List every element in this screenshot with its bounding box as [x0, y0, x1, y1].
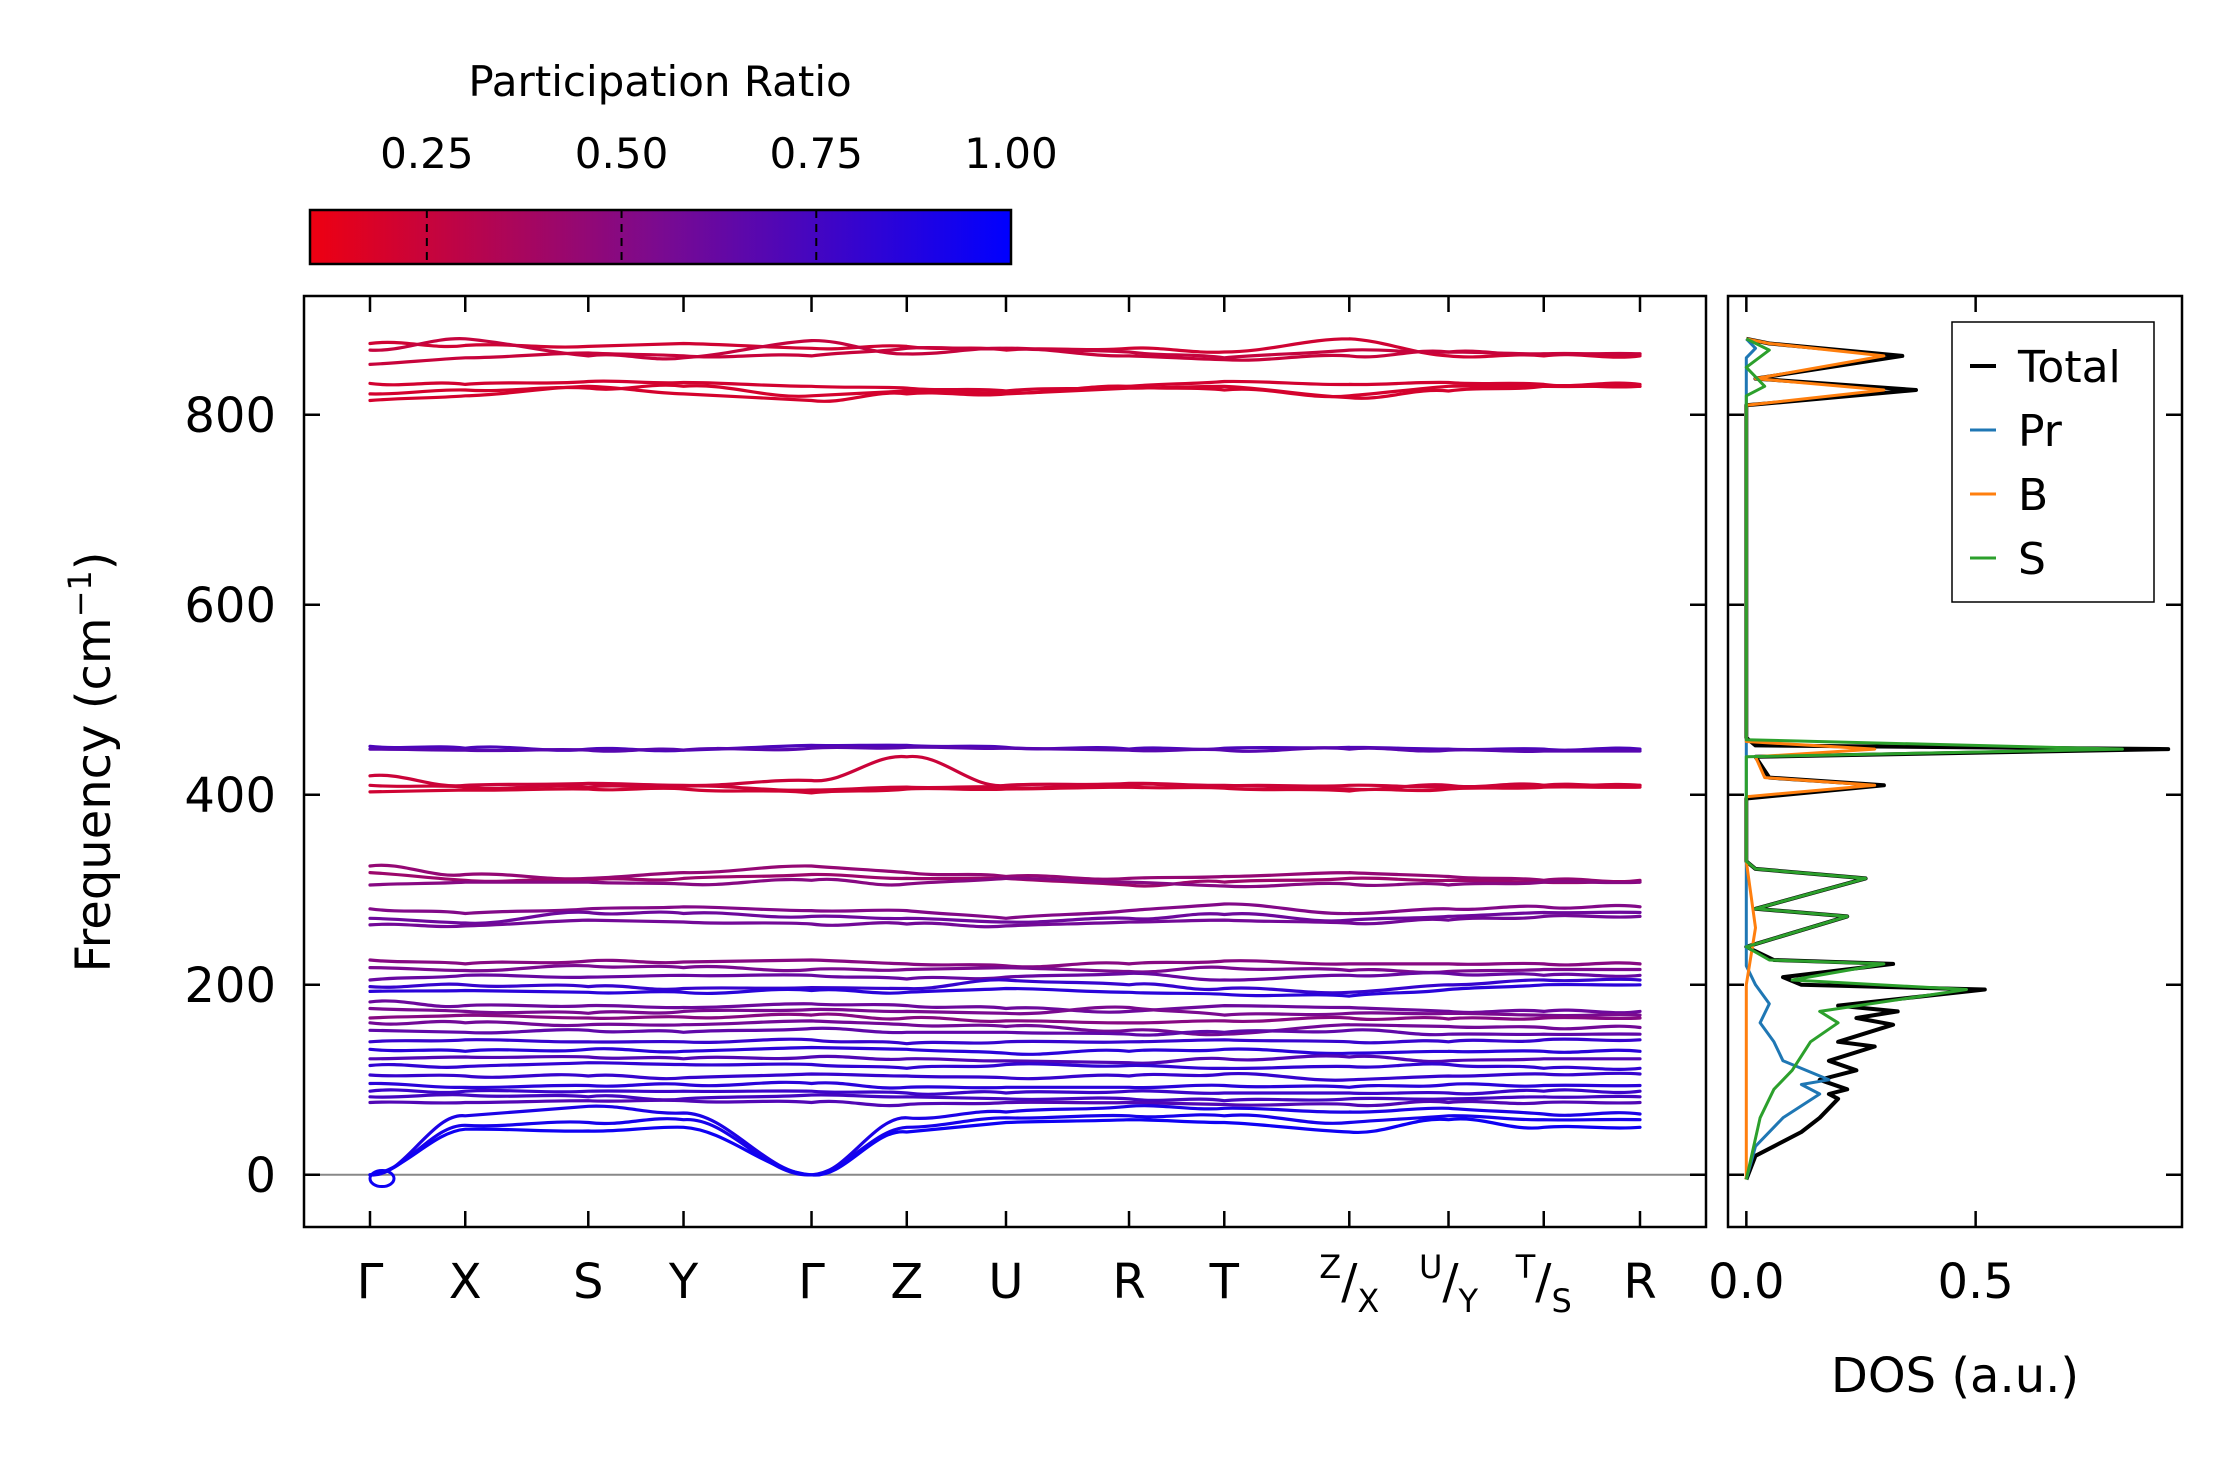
- band-line: [368, 1113, 1642, 1177]
- band-line: [368, 379, 1642, 393]
- k-point-label: R: [1112, 1254, 1145, 1310]
- band-line: [368, 1061, 1642, 1071]
- band-line: [368, 383, 1642, 399]
- colorbar-tick-label: 1.00: [964, 129, 1058, 178]
- band-line: [368, 1037, 1642, 1046]
- k-point-label: Z: [890, 1254, 923, 1310]
- band-line: [368, 958, 1642, 969]
- k-point-label: Z/X: [1319, 1248, 1379, 1320]
- band-line: [368, 782, 1642, 792]
- band-y-tick-label: 400: [184, 768, 276, 824]
- dos-plot-border: [1726, 294, 2184, 1229]
- band-line: [368, 876, 1642, 889]
- band-line: [368, 345, 1642, 366]
- band-structure-panel: 0 200 400 600 800 Γ X S Y Γ Z U R T Z/X U/Y T/S R Freque…: [61, 294, 1708, 1320]
- dos-series-b: [1744, 337, 1886, 1180]
- band-line: [368, 863, 1642, 884]
- band-plot-frame: [304, 296, 1706, 1227]
- colorbar-tick-label: 0.75: [770, 129, 864, 178]
- legend-label-pr: Pr: [2018, 406, 2063, 457]
- band-line: [368, 785, 1642, 795]
- dos-x-tick-label: 0.0: [1708, 1254, 1784, 1310]
- band-line: [368, 745, 1642, 754]
- band-line: [368, 1026, 1642, 1037]
- band-line: [368, 1088, 1642, 1096]
- band-line: [368, 1080, 1642, 1090]
- band-line: [368, 1098, 1642, 1108]
- band-line: [368, 1117, 1642, 1177]
- band-line: [368, 977, 1642, 995]
- band-line: [368, 910, 1642, 925]
- colorbar-ticks: 0.25 0.50 0.75 1.00: [380, 129, 1058, 264]
- band-y-tick-label: 200: [184, 958, 276, 1014]
- band-line: [368, 1054, 1642, 1065]
- dos-x-ticks: 0.0 0.5: [1708, 296, 2014, 1310]
- band-k-path-ticks: Γ X S Y Γ Z U R T Z/X U/Y T/S R: [357, 296, 1657, 1320]
- band-y-ticks: 0 200 400 600 800: [184, 388, 1706, 1204]
- band-y-tick-label: 800: [184, 388, 276, 444]
- band-line: [368, 383, 1642, 403]
- band-line: [368, 337, 1642, 361]
- dos-y-ticks: [1728, 413, 2182, 1176]
- band-line: [368, 971, 1642, 982]
- acoustic-loop: [368, 1169, 396, 1189]
- colorbar: Participation Ratio 0.25 0.50 0.75 1.00: [308, 57, 1058, 266]
- legend-label-total: Total: [2017, 342, 2121, 393]
- k-point-label: T/S: [1515, 1248, 1572, 1320]
- colorbar-tick-label: 0.25: [380, 129, 474, 178]
- k-point-label: Y: [668, 1254, 699, 1310]
- legend-box: [1951, 321, 2155, 603]
- colorbar-tick-label: 0.50: [575, 129, 669, 178]
- k-point-label: Γ: [798, 1254, 825, 1310]
- band-line: [368, 982, 1642, 998]
- legend-items: Total Pr BS: [1970, 342, 2121, 585]
- band-line: [368, 963, 1642, 975]
- legend-label-b: B: [2018, 470, 2048, 521]
- k-point-label: U: [988, 1254, 1023, 1310]
- dos-panel: 0.0 0.5 DOS (a.u.) Total Pr BS: [1708, 294, 2184, 1404]
- band-lines: [368, 337, 1642, 1189]
- band-line: [368, 1104, 1642, 1177]
- k-point-label: R: [1623, 1254, 1656, 1310]
- legend-label-s: S: [2018, 534, 2046, 585]
- dos-legend: Total Pr BS: [1951, 321, 2155, 603]
- k-point-label: X: [449, 1254, 482, 1310]
- band-y-tick-label: 600: [184, 578, 276, 634]
- band-line: [368, 1012, 1642, 1025]
- k-point-label: Γ: [357, 1254, 384, 1310]
- dos-series-s: [1744, 337, 2124, 1180]
- band-line: [368, 999, 1642, 1015]
- band-line: [368, 1019, 1642, 1037]
- band-line: [368, 1045, 1642, 1056]
- band-y-axis-title: Frequency (cm−1): [61, 551, 122, 972]
- band-line: [368, 1093, 1642, 1103]
- band-y-tick-label: 0: [245, 1148, 276, 1204]
- colorbar-title: Participation Ratio: [468, 57, 851, 106]
- band-line: [368, 1071, 1642, 1082]
- band-line: [368, 1005, 1642, 1018]
- dos-x-axis-title: DOS (a.u.): [1831, 1348, 2079, 1404]
- dos-lines: [1744, 336, 2171, 1181]
- k-point-label: S: [573, 1254, 603, 1310]
- k-point-label: T: [1209, 1254, 1240, 1310]
- band-line: [368, 902, 1642, 920]
- band-line: [368, 913, 1642, 929]
- band-line: [368, 871, 1642, 888]
- dos-x-tick-label: 0.5: [1937, 1254, 2013, 1310]
- colorbar-gradient: [308, 208, 1013, 266]
- k-point-label: U/Y: [1419, 1248, 1479, 1320]
